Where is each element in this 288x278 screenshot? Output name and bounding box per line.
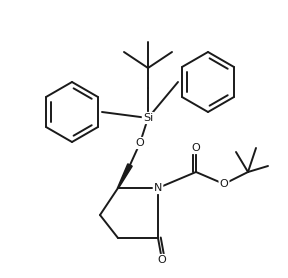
Text: O: O xyxy=(136,138,144,148)
Text: Si: Si xyxy=(143,113,153,123)
Text: O: O xyxy=(158,255,166,265)
Text: O: O xyxy=(192,143,200,153)
Polygon shape xyxy=(118,164,132,188)
Text: O: O xyxy=(220,179,228,189)
Text: N: N xyxy=(154,183,162,193)
